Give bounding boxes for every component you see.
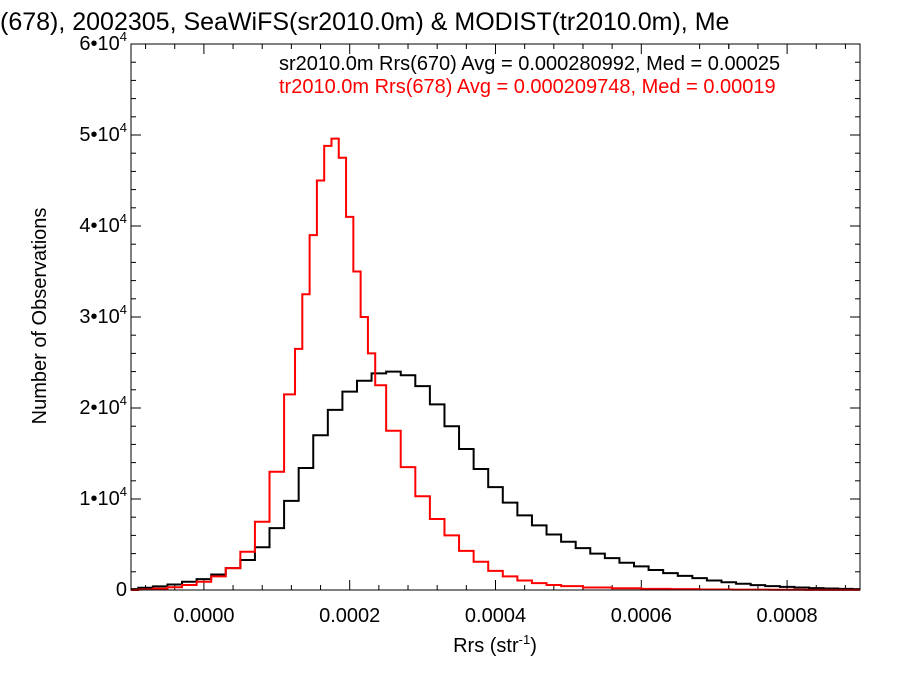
- x-axis-label-main: Rrs (str: [453, 635, 519, 657]
- y-tick-label: 6•104: [79, 29, 127, 55]
- y-tick-label: 1•104: [79, 484, 127, 510]
- x-tick-label: 0.0002: [319, 605, 380, 627]
- x-axis-label-close: ): [530, 635, 537, 657]
- series-line-0: [131, 370, 860, 591]
- x-tick-label: 0.0004: [465, 605, 526, 627]
- plot-frame: [130, 43, 861, 591]
- series-line-1: [131, 137, 860, 591]
- y-tick-label: 5•104: [79, 120, 127, 146]
- series-layer: [131, 137, 860, 591]
- y-tick-label: 2•104: [79, 393, 127, 419]
- chart-title: (678), 2002305, SeaWiFS(sr2010.0m) & MOD…: [0, 8, 729, 36]
- axes-layer: 0.0000 0.0002 0.0004 0.0006 0.0008 0 1•104 2•10…: [79, 29, 860, 627]
- y-tick-label: 4•104: [79, 211, 127, 237]
- legend-entry-0: sr2010.0m Rrs(670) Avg = 0.000280992, Me…: [279, 53, 780, 75]
- y-tick-label: 3•104: [79, 302, 127, 328]
- legend: sr2010.0m Rrs(670) Avg = 0.000280992, Me…: [279, 53, 780, 98]
- legend-entry-1: tr2010.0m Rrs(678) Avg = 0.000209748, Me…: [279, 76, 776, 98]
- x-tick-label: 0.0006: [611, 605, 672, 627]
- x-axis-label: Rrs (str-1): [453, 632, 537, 657]
- x-tick-label: 0.0000: [173, 605, 234, 627]
- y-axis-label: Number of Observations: [29, 208, 51, 425]
- x-axis-label-sup: -1: [519, 632, 531, 647]
- x-tick-label: 0.0008: [757, 605, 818, 627]
- y-tick-label: 0: [116, 579, 127, 601]
